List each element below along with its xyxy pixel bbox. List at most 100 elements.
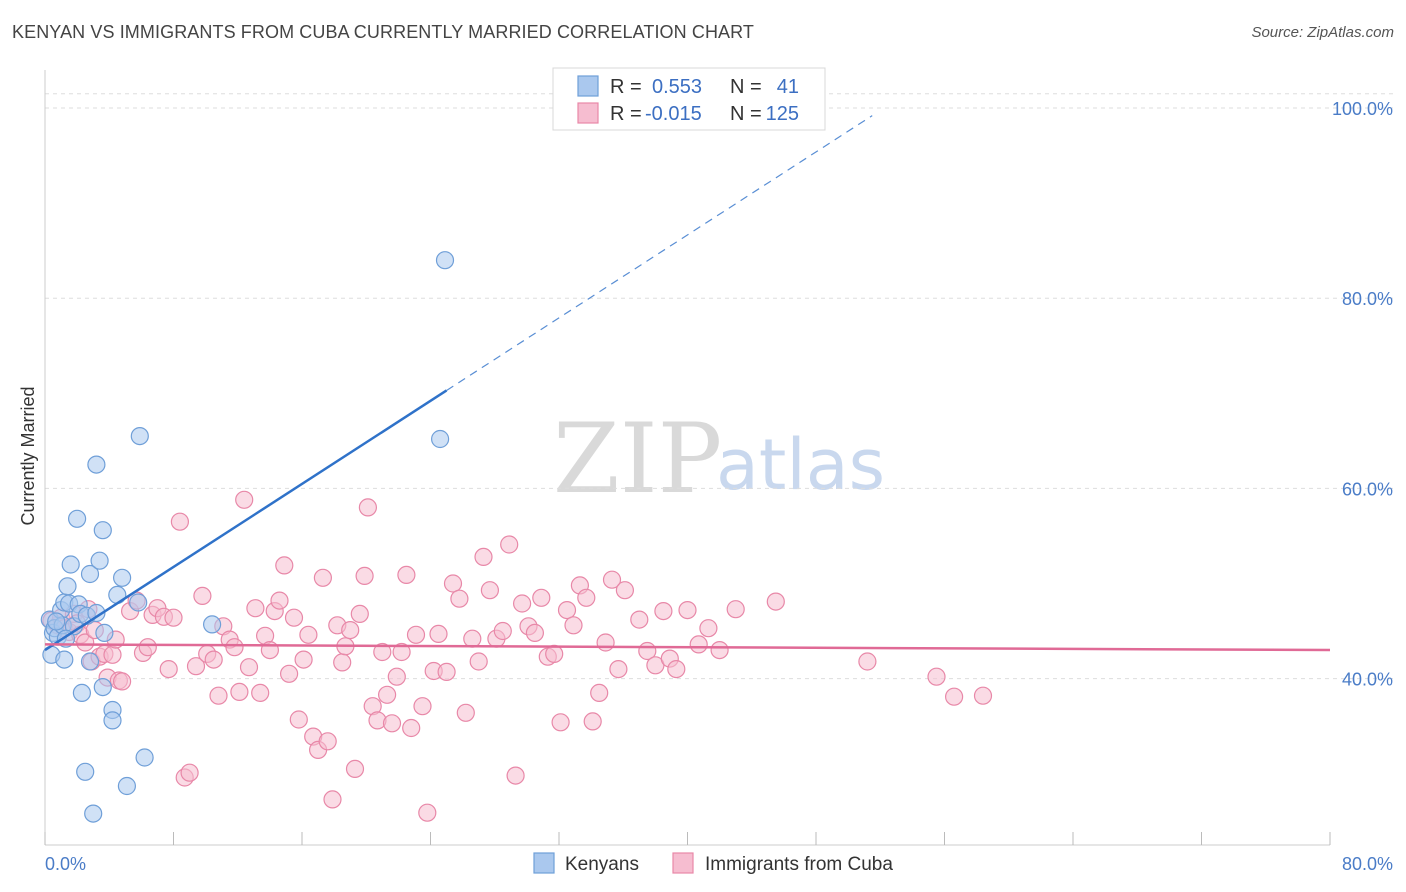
point-cuba	[294, 650, 313, 669]
point-cuba	[341, 620, 360, 640]
point-cuba	[103, 645, 122, 664]
point-cuba	[323, 790, 342, 809]
point-kenyans	[55, 650, 74, 669]
stats-n-label-kenyans: N =	[730, 76, 762, 98]
point-cuba	[532, 588, 551, 607]
point-cuba	[225, 638, 244, 657]
legend-label-kenyans: Kenyans	[565, 854, 639, 875]
point-cuba	[186, 657, 206, 676]
point-cuba	[564, 616, 583, 635]
point-cuba	[382, 714, 402, 733]
y-tick-label: 60.0%	[1342, 479, 1393, 499]
point-cuba	[378, 685, 397, 704]
point-cuba	[289, 710, 308, 729]
trend-line-kenyans-extension	[446, 115, 873, 391]
stats-n-label-cuba: N =	[730, 103, 762, 125]
point-cuba	[204, 650, 223, 669]
trend-line-kenyans	[44, 389, 448, 652]
point-cuba	[512, 594, 532, 613]
point-kenyans	[47, 612, 66, 631]
point-cuba	[397, 565, 416, 585]
point-cuba	[689, 635, 708, 654]
point-cuba	[318, 732, 337, 751]
point-cuba	[164, 608, 183, 627]
point-kenyans	[135, 748, 154, 767]
point-kenyans	[84, 804, 103, 823]
point-cuba	[944, 687, 964, 706]
point-kenyans	[87, 455, 106, 474]
point-cuba	[270, 591, 289, 610]
point-kenyans	[72, 683, 92, 703]
point-kenyans	[93, 677, 112, 697]
legend-swatch-cuba	[672, 852, 694, 874]
point-cuba	[710, 640, 729, 660]
point-cuba	[413, 697, 432, 716]
point-cuba	[313, 568, 332, 587]
point-cuba	[678, 600, 697, 620]
stats-r-label-cuba: R =	[610, 103, 642, 125]
y-tick-label: 80.0%	[1342, 289, 1393, 309]
stats-swatch-kenyans	[577, 75, 599, 97]
point-kenyans	[103, 711, 122, 730]
point-cuba	[138, 638, 157, 657]
point-cuba	[545, 644, 564, 664]
point-cuba	[590, 683, 609, 703]
point-cuba	[275, 556, 294, 575]
point-cuba	[159, 659, 178, 679]
point-cuba	[456, 703, 475, 722]
x-tick-label-max: 80.0%	[1342, 854, 1393, 874]
axes: 40.0% 60.0% 80.0% 100.0% 0.0% 80.0%	[44, 70, 1393, 874]
point-cuba	[443, 574, 463, 593]
point-kenyans	[435, 251, 455, 270]
point-cuba	[333, 653, 352, 672]
point-kenyans	[90, 551, 109, 570]
point-cuba	[170, 512, 189, 531]
y-tick-label: 40.0%	[1342, 670, 1393, 690]
bottom-legend: Kenyans Immigrants from Cuba	[533, 852, 893, 875]
point-cuba	[230, 682, 249, 702]
point-kenyans	[129, 593, 148, 612]
point-cuba	[927, 667, 946, 686]
point-cuba	[667, 659, 686, 679]
point-cuba	[630, 610, 649, 629]
point-kenyans	[93, 521, 112, 540]
point-cuba	[284, 608, 304, 627]
stats-swatch-cuba	[577, 102, 599, 124]
stats-r-value-kenyans: 0.553	[652, 76, 702, 98]
point-cuba	[345, 759, 365, 779]
point-cuba	[525, 623, 545, 643]
x-tick-label-min: 0.0%	[45, 854, 86, 874]
watermark: ZIP atlas	[553, 403, 885, 515]
point-cuba	[239, 658, 259, 677]
point-kenyans	[95, 623, 114, 643]
point-cuba	[429, 624, 448, 644]
stats-n-value-kenyans: 41	[777, 76, 799, 98]
point-cuba	[418, 803, 437, 822]
point-cuba	[474, 547, 493, 567]
y-tick-label: 100.0%	[1332, 99, 1393, 119]
point-cuba	[373, 642, 392, 662]
chart-source: Source: ZipAtlas.com	[1251, 24, 1394, 41]
point-cuba	[387, 667, 406, 686]
point-kenyans	[431, 429, 450, 449]
legend-label-cuba: Immigrants from Cuba	[705, 854, 893, 875]
point-kenyans	[87, 603, 106, 623]
point-cuba	[500, 535, 519, 554]
point-cuba	[557, 600, 577, 620]
point-cuba	[112, 672, 132, 691]
point-cuba	[235, 490, 254, 509]
point-cuba	[350, 604, 369, 624]
point-cuba	[463, 629, 482, 648]
point-kenyans	[67, 509, 87, 528]
point-cuba	[251, 683, 270, 703]
legend-swatch-kenyans	[533, 852, 555, 874]
stats-r-label-kenyans: R =	[610, 76, 642, 98]
point-cuba	[193, 586, 212, 606]
point-cuba	[493, 621, 512, 641]
point-kenyans	[61, 555, 80, 574]
point-cuba	[577, 588, 596, 607]
point-cuba	[209, 686, 228, 705]
point-cuba	[506, 766, 525, 785]
stats-n-value-cuba: 125	[766, 103, 799, 125]
